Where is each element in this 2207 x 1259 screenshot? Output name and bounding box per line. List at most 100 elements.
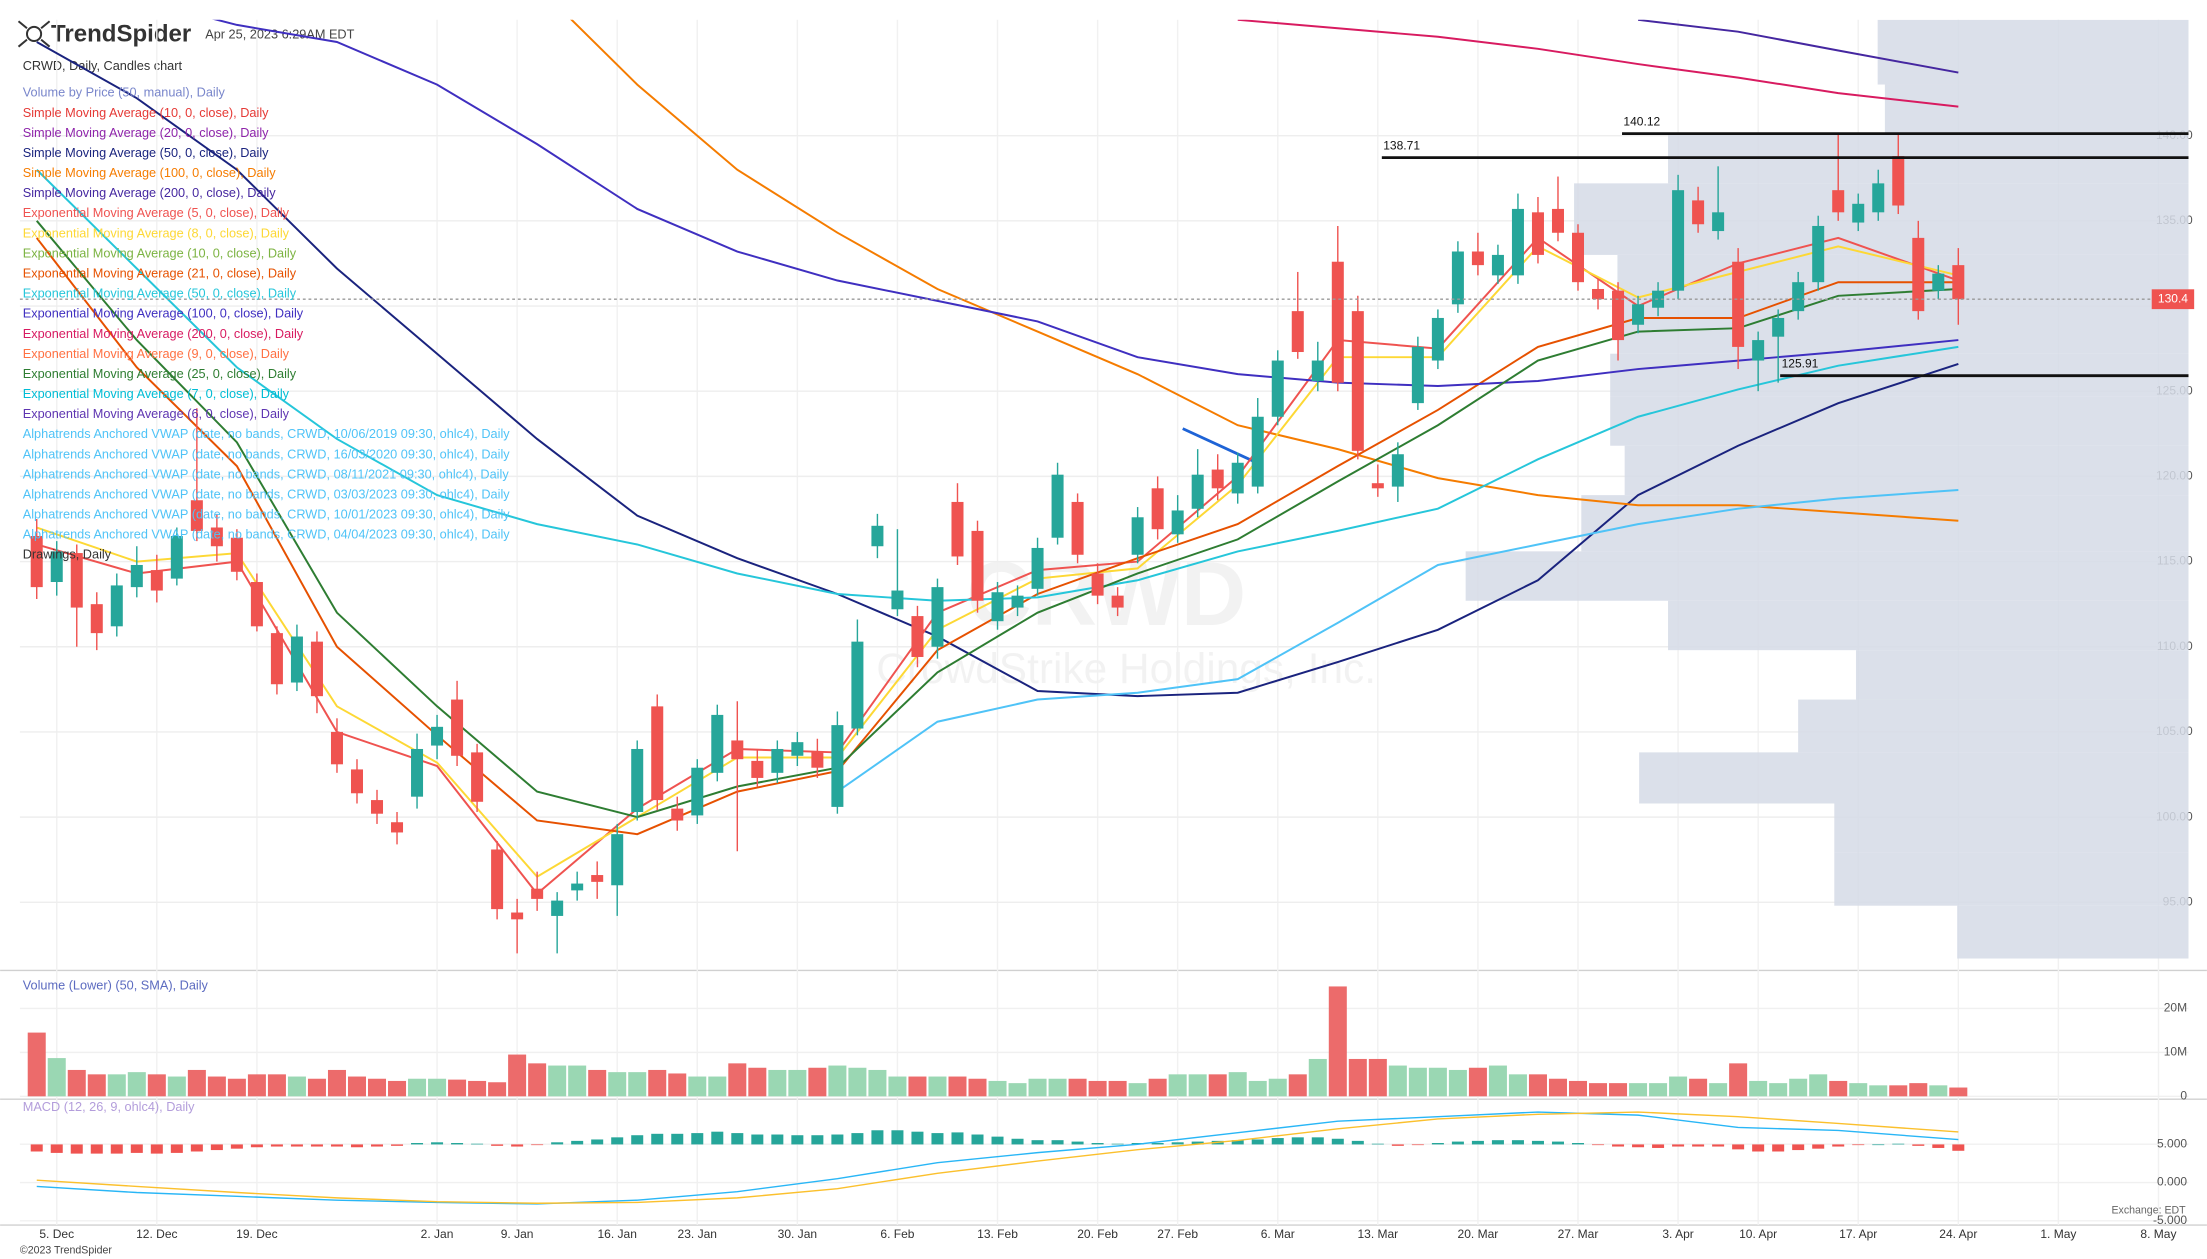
volume-bar	[768, 1069, 787, 1097]
volume-bar	[1168, 1074, 1187, 1097]
brand[interactable]: TrendSpider	[51, 21, 191, 48]
legend-entry: Simple Moving Average (100, 0, close), D…	[23, 165, 276, 180]
macd-histogram-bar	[651, 1133, 664, 1145]
chart-title: CRWD, Daily, Candles chart	[23, 58, 183, 73]
indicator-line	[212, 19, 1959, 388]
volume-bar	[1108, 1080, 1127, 1097]
candle-body	[1812, 225, 1825, 283]
candle-body	[1171, 510, 1184, 535]
candle-body	[511, 912, 524, 920]
macd-histogram-bar	[711, 1131, 724, 1145]
x-tick-label: 10. Apr	[1739, 1227, 1777, 1241]
volume-title: Volume (Lower) (50, SMA), Daily	[23, 977, 209, 992]
volume-bar	[888, 1076, 907, 1097]
candle-body	[611, 834, 624, 886]
volume-bar	[1488, 1065, 1507, 1097]
volume-profile-bar	[1465, 551, 2189, 601]
indicator-line	[36, 1111, 1959, 1204]
legend-entry: Drawings, Daily	[23, 547, 112, 562]
macd-histogram-bar	[611, 1137, 624, 1145]
volume-profile-bar	[1624, 445, 2189, 496]
volume-bar	[327, 1069, 346, 1097]
volume-bar	[1548, 1078, 1567, 1097]
candle-body	[190, 500, 203, 531]
candle-body	[270, 633, 283, 685]
x-tick-label: 13. Mar	[1357, 1227, 1398, 1241]
macd-histogram-bar	[1872, 1144, 1885, 1146]
volume-bar	[67, 1069, 86, 1097]
macd-histogram-bar	[791, 1135, 804, 1145]
volume-bar	[788, 1069, 807, 1097]
candle-body	[1652, 290, 1665, 308]
candle-body	[1231, 462, 1244, 494]
volume-bar	[347, 1076, 366, 1097]
candle-body	[1251, 416, 1264, 487]
legend-entry: Simple Moving Average (20, 0, close), Da…	[23, 125, 269, 140]
volume-bar	[47, 1058, 66, 1097]
volume-bar	[628, 1072, 647, 1097]
candle-body	[1612, 290, 1625, 341]
macd-histogram-bar	[1451, 1141, 1464, 1145]
macd-histogram-bar	[1832, 1144, 1845, 1147]
macd-histogram-bar	[911, 1131, 924, 1145]
macd-histogram-bar	[851, 1133, 864, 1145]
macd-histogram-bar	[991, 1136, 1004, 1145]
macd-histogram-bar	[1912, 1144, 1925, 1146]
volume-bar	[1128, 1083, 1147, 1097]
macd-histogram-bar	[1411, 1144, 1424, 1146]
volume-bar	[107, 1074, 126, 1097]
volume-profile-bar	[1617, 254, 2189, 354]
indicator-line	[1237, 19, 1959, 108]
macd-histogram-bar	[451, 1143, 464, 1145]
volume-bar	[1589, 1083, 1608, 1097]
candle-body	[1592, 288, 1605, 300]
volume-bar	[1749, 1080, 1768, 1097]
legend-entry: Volume by Price (50, manual), Daily	[23, 85, 226, 100]
candle-body	[871, 525, 884, 547]
candle-body	[691, 767, 704, 816]
macd-histogram-bar	[1852, 1144, 1865, 1146]
x-tick-label: 24. Apr	[1939, 1227, 1977, 1241]
macd-histogram-bar	[631, 1135, 644, 1145]
macd-histogram-bar	[1071, 1141, 1084, 1145]
candle-body	[350, 769, 363, 794]
legend-entry: Exponential Moving Average (9, 0, close)…	[23, 346, 290, 361]
candle-body	[831, 725, 844, 807]
x-tick-label: 17. Apr	[1839, 1227, 1877, 1241]
price-level-label: 125.91	[1782, 357, 1819, 371]
legend-entry: Exponential Moving Average (21, 0, close…	[23, 266, 297, 281]
volume-bar	[1248, 1080, 1267, 1097]
macd-histogram-bar	[30, 1144, 43, 1152]
volume-tick-label: 10M	[2164, 1045, 2187, 1059]
volume-bar	[1829, 1080, 1848, 1097]
macd-histogram-bar	[951, 1132, 964, 1145]
macd-histogram-bar	[1271, 1138, 1284, 1145]
candle-body	[1031, 547, 1044, 589]
indicator-line	[36, 169, 1959, 602]
candle-body	[70, 553, 83, 608]
macd-histogram-bar	[210, 1144, 223, 1151]
legend-entry: Alphatrends Anchored VWAP (date, no band…	[23, 466, 510, 481]
volume-bar	[127, 1072, 146, 1097]
volume-bar	[528, 1063, 547, 1097]
candle-body	[1291, 311, 1304, 353]
macd-histogram-bar	[1712, 1144, 1725, 1147]
candle-body	[771, 748, 784, 773]
volume-bar	[828, 1065, 847, 1097]
candle-body	[1271, 360, 1284, 417]
x-tick-label: 27. Feb	[1157, 1227, 1198, 1241]
volume-bar	[1368, 1058, 1387, 1097]
candle-body	[791, 742, 804, 756]
x-tick-label: 8. May	[2140, 1227, 2176, 1241]
indicator-line	[836, 489, 1959, 793]
legend-entry: Exponential Moving Average (7, 0, close)…	[23, 386, 290, 401]
candle-body	[1772, 317, 1785, 337]
volume-profile-bar	[1855, 650, 2189, 700]
candle-body	[330, 731, 343, 765]
candle-body	[731, 740, 744, 760]
legend-entry: Exponential Moving Average (200, 0, clos…	[23, 326, 304, 341]
candle-body	[1391, 454, 1404, 487]
volume-bar	[848, 1067, 867, 1097]
volume-bar	[1068, 1078, 1087, 1097]
